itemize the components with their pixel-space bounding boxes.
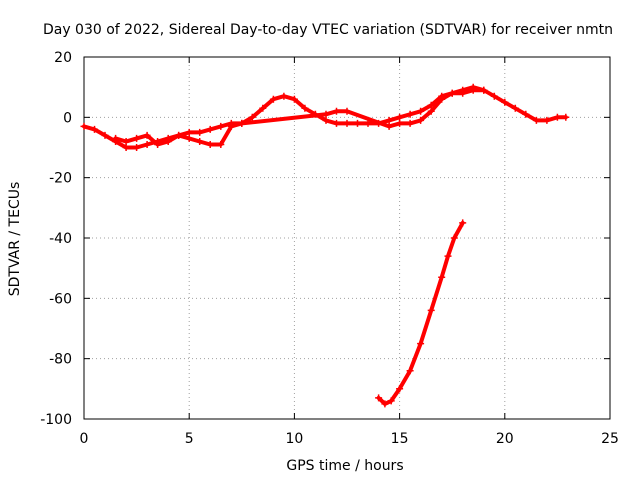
data-point [396, 385, 404, 393]
data-point [553, 113, 561, 121]
data-point [459, 86, 467, 94]
data-point [469, 83, 477, 91]
series-descent-track [375, 219, 467, 408]
data-point [343, 107, 351, 115]
data-point [385, 122, 393, 130]
data-points [80, 83, 570, 408]
y-tick-label: -40 [49, 231, 72, 247]
data-point [543, 116, 551, 124]
series-secondary-track [112, 83, 488, 148]
data-point [112, 134, 120, 142]
data-point [448, 89, 456, 97]
data-point [490, 92, 498, 100]
data-point [175, 131, 183, 139]
data-point [438, 95, 446, 103]
data-point [154, 141, 162, 148]
y-tick-label: -60 [49, 291, 72, 307]
data-point [562, 113, 570, 121]
data-point [269, 95, 277, 103]
series-trace [376, 220, 465, 406]
data-point [406, 119, 414, 127]
data-point [387, 397, 395, 405]
data-point [280, 92, 288, 100]
y-tick-label: -100 [40, 412, 72, 428]
data-point [206, 141, 214, 148]
data-point [511, 104, 519, 112]
x-tick-label: 25 [601, 431, 619, 447]
data-point [427, 101, 435, 109]
data-point [122, 138, 130, 145]
data-point [91, 125, 98, 133]
data-point [101, 131, 109, 139]
data-point [444, 252, 452, 260]
x-tick-label: 5 [185, 431, 194, 447]
data-point [396, 113, 404, 121]
data-point [343, 119, 351, 127]
series-trace [82, 88, 568, 150]
axis-ticks: 0 5 10 15 20 25 -100 -80 -60 -40 -20 0 20 [40, 50, 619, 447]
x-tick-label: 20 [496, 431, 514, 447]
x-tick-label: 0 [80, 431, 89, 447]
data-point [248, 113, 256, 121]
data-point [381, 400, 389, 408]
data-point [196, 128, 204, 136]
data-point [133, 144, 141, 151]
data-point [417, 340, 425, 348]
data-point [133, 134, 141, 142]
data-point [450, 234, 458, 242]
x-tick-label: 15 [391, 431, 409, 447]
data-point [375, 394, 383, 402]
data-point [459, 219, 467, 227]
data-point [196, 138, 204, 145]
y-tick-label: -80 [49, 352, 72, 368]
data-point [333, 107, 340, 115]
data-point [354, 119, 361, 127]
data-point [333, 119, 340, 127]
data-point [322, 116, 330, 124]
series-main-track [80, 86, 570, 151]
chart-title: Day 030 of 2022, Sidereal Day-to-day VTE… [43, 22, 613, 38]
y-tick-label: 20 [54, 50, 72, 66]
data-point [417, 107, 425, 115]
y-axis-label: SDTVAR / TECUs [7, 182, 23, 297]
data-point [385, 116, 393, 124]
data-point [480, 86, 488, 94]
data-point [301, 104, 309, 112]
data-point [417, 116, 425, 124]
data-point [364, 119, 372, 127]
data-point [185, 134, 193, 142]
x-tick-label: 10 [285, 431, 303, 447]
data-point [217, 122, 225, 130]
data-point [185, 128, 193, 136]
data-point [217, 141, 225, 148]
data-point [406, 367, 414, 375]
data-point [290, 95, 298, 103]
data-point [143, 131, 151, 139]
y-tick-label: -20 [49, 171, 72, 187]
data-point [322, 110, 330, 118]
data-point [532, 116, 540, 124]
data-point [259, 104, 267, 112]
y-tick-label: 0 [63, 110, 72, 126]
data-point [522, 110, 530, 118]
data-point [406, 110, 414, 118]
data-point [501, 98, 509, 106]
data-point [164, 138, 172, 145]
x-axis-label: GPS time / hours [286, 458, 403, 474]
data-point [143, 141, 151, 148]
data-point [206, 125, 214, 133]
data-point [427, 107, 435, 115]
data-point [238, 119, 246, 127]
data-point [396, 119, 404, 127]
data-point [122, 144, 130, 151]
data-point [438, 273, 446, 281]
data-point [427, 306, 435, 314]
data-point [227, 122, 235, 130]
data-point [80, 122, 88, 130]
